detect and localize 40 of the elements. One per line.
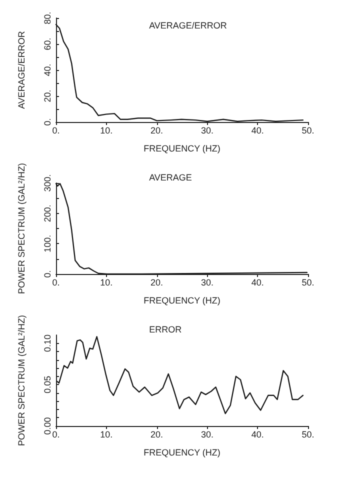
x-tick-label: 20. bbox=[150, 126, 164, 136]
y-tick-label: 0.00 bbox=[42, 417, 52, 435]
x-tick-label: 40. bbox=[251, 430, 264, 440]
x-tick-label: 50. bbox=[302, 430, 314, 440]
x-tick-label: 10. bbox=[100, 126, 113, 136]
y-tick-label: 40. bbox=[42, 64, 52, 76]
chart-title: AVERAGE/ERROR bbox=[149, 20, 228, 30]
x-axis-title: FREQUENCY (HZ) bbox=[144, 448, 220, 458]
y-tick-label: 80. bbox=[42, 12, 52, 24]
y-tick-label: 200. bbox=[42, 204, 52, 222]
x-tick-label: 10. bbox=[100, 430, 113, 440]
y-tick-label: 0.10 bbox=[42, 334, 52, 352]
x-tick-label: 10. bbox=[100, 278, 113, 288]
x-axis-title: FREQUENCY (HZ) bbox=[144, 296, 220, 306]
y-tick-label: 0.05 bbox=[42, 376, 52, 394]
y-tick-label: 60. bbox=[42, 38, 52, 50]
y-axis-title: POWER SPECTRUM (GAL²/HZ) bbox=[16, 314, 26, 446]
chart-title: ERROR bbox=[149, 324, 182, 334]
x-tick-label: 0. bbox=[52, 278, 60, 288]
y-tick-label: 0. bbox=[42, 270, 52, 278]
y-axis-title: AVERAGE/ERROR bbox=[16, 30, 26, 109]
x-tick-label: 40. bbox=[251, 126, 264, 136]
y-tick-label: 0. bbox=[42, 118, 52, 126]
x-tick-label: 0. bbox=[52, 430, 60, 440]
line-series bbox=[55, 183, 308, 275]
chart-title: AVERAGE bbox=[149, 172, 192, 182]
x-axis-title: FREQUENCY (HZ) bbox=[144, 144, 220, 154]
y-axis-title: POWER SPECTRUM (GAL²/HZ) bbox=[16, 162, 26, 294]
x-tick-label: 0. bbox=[52, 126, 60, 136]
y-tick-label: 100. bbox=[42, 234, 52, 252]
x-tick-label: 50. bbox=[302, 278, 314, 288]
x-tick-label: 30. bbox=[200, 126, 214, 136]
x-tick-label: 40. bbox=[251, 278, 264, 288]
x-tick-label: 30. bbox=[200, 430, 214, 440]
x-tick-label: 20. bbox=[150, 278, 164, 288]
y-tick-label: 300. bbox=[42, 174, 52, 192]
x-tick-label: 20. bbox=[150, 430, 164, 440]
y-tick-label: 20. bbox=[42, 90, 52, 102]
x-tick-label: 50. bbox=[302, 126, 314, 136]
x-tick-label: 30. bbox=[200, 278, 214, 288]
